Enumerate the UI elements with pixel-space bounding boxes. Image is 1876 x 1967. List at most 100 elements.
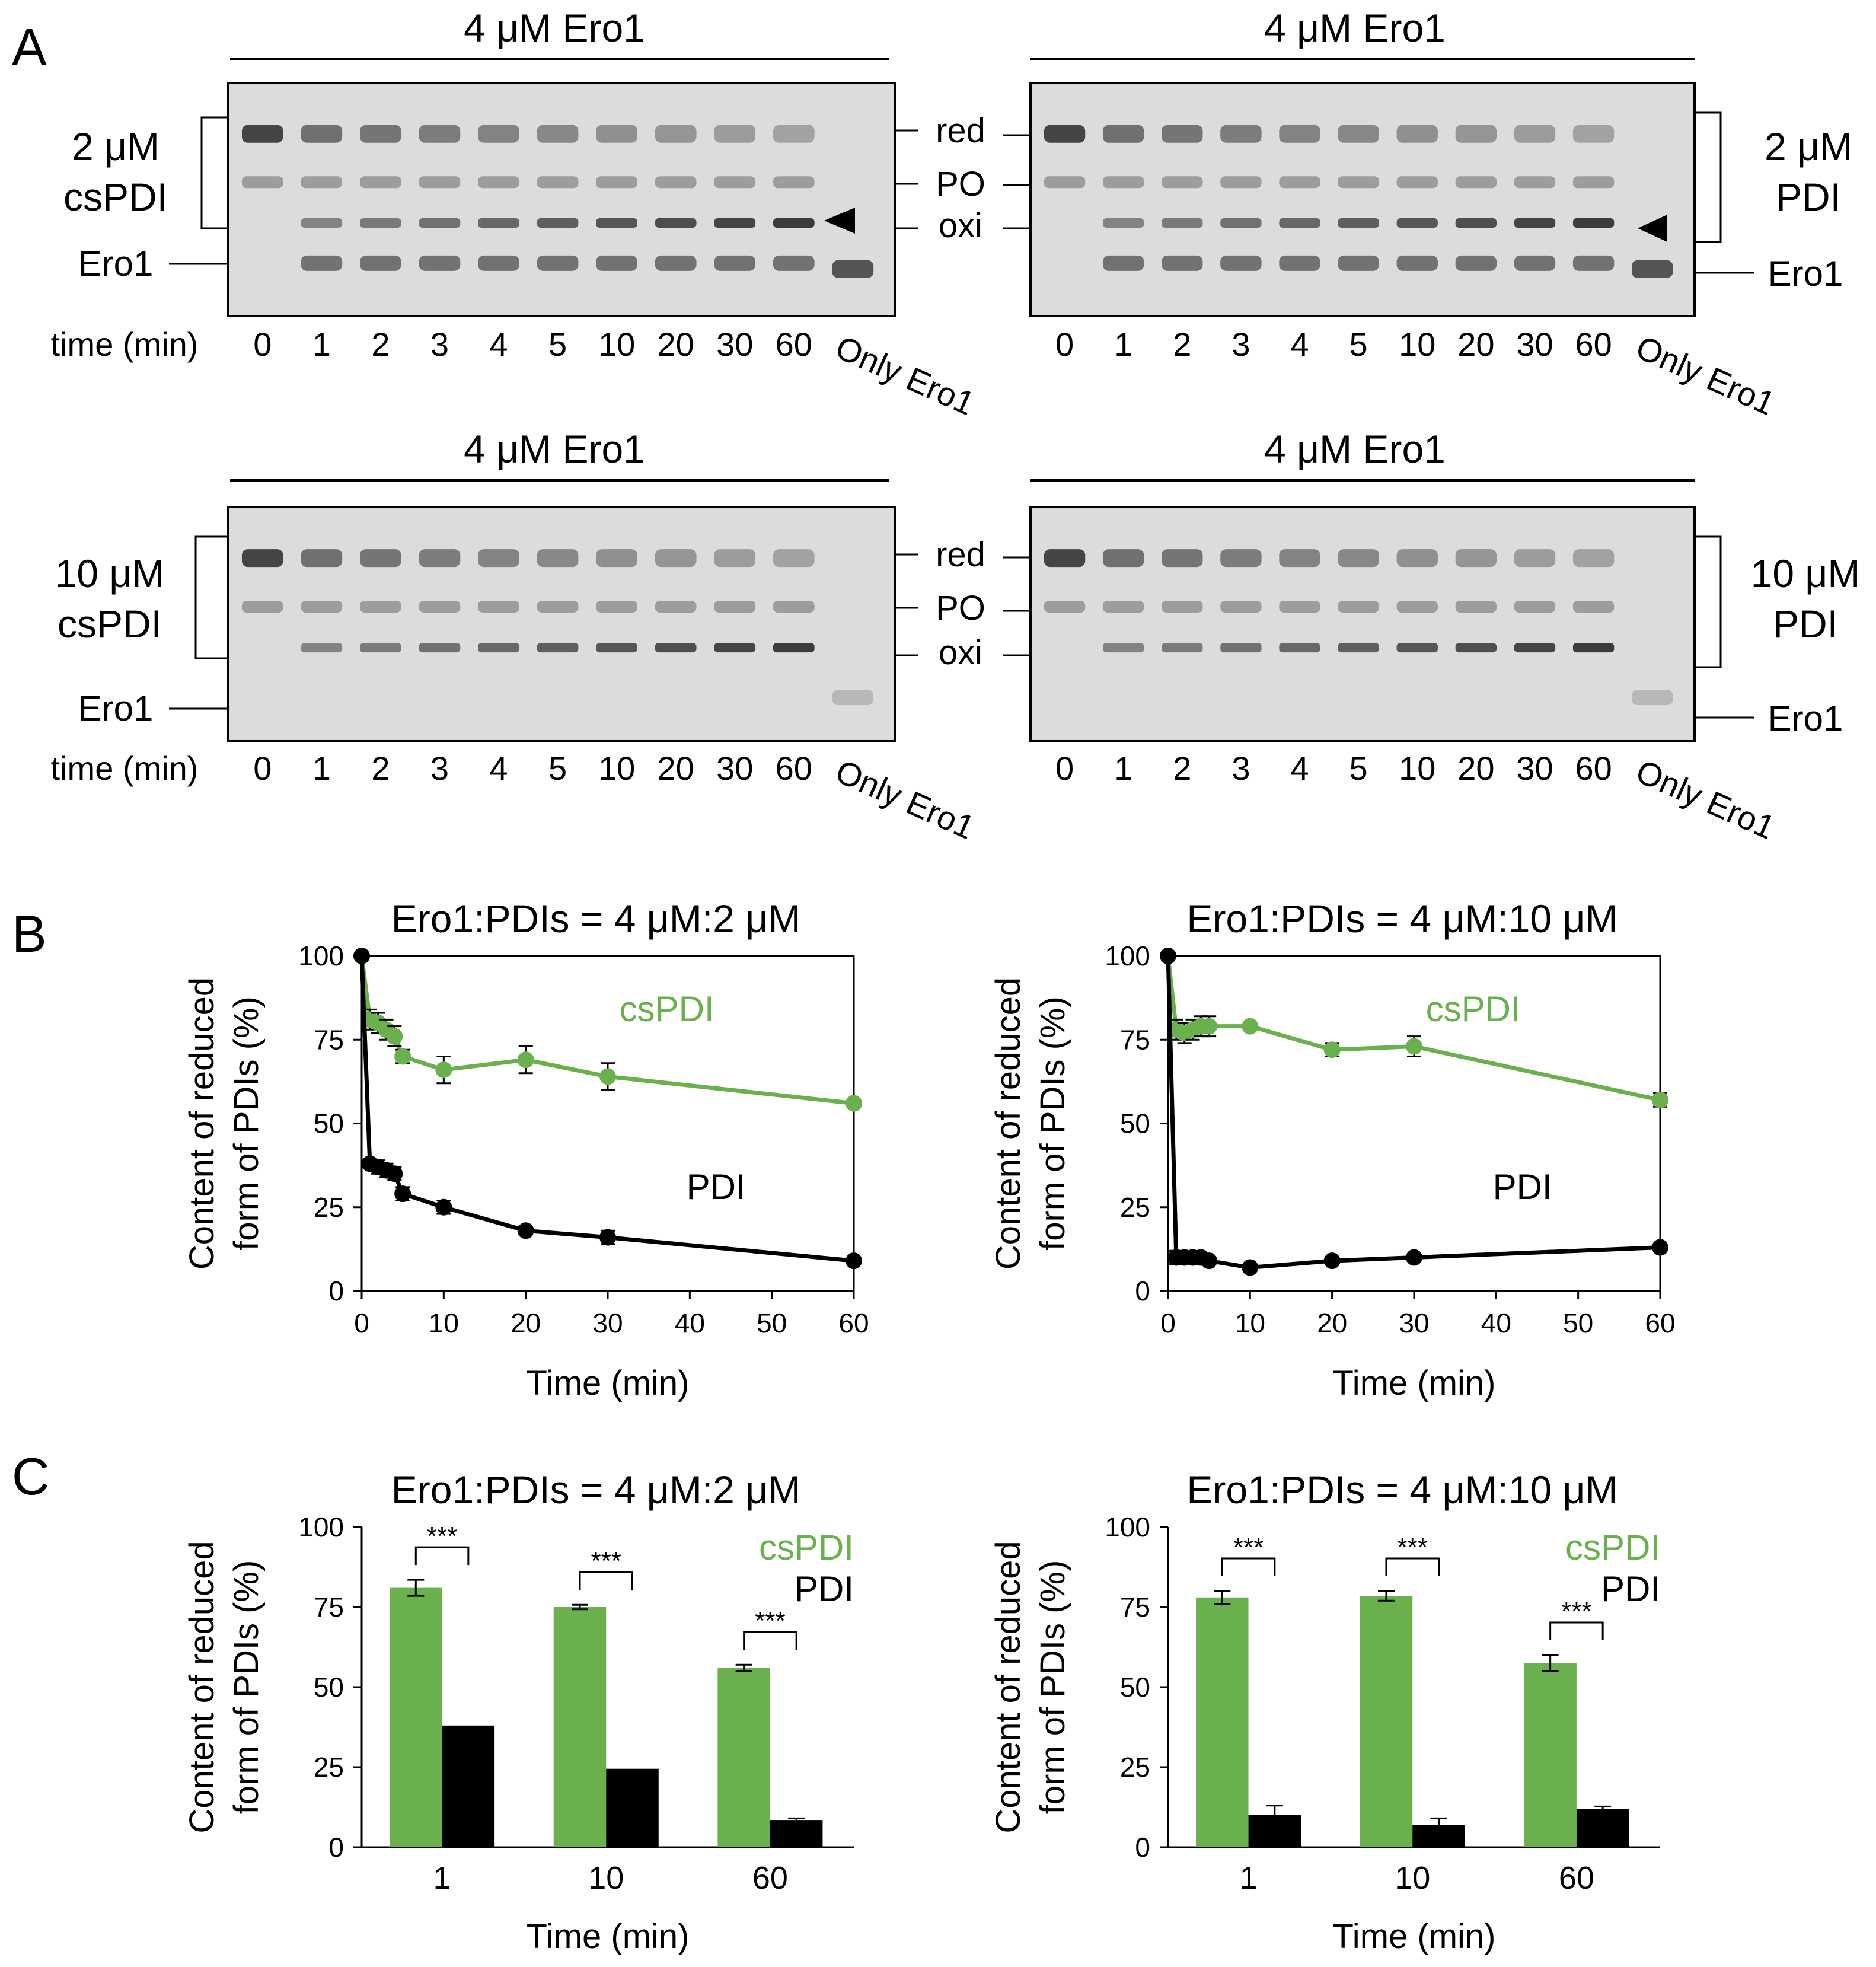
y-tick-label: 25 <box>314 1752 344 1783</box>
gel-band-po <box>655 601 697 613</box>
data-point-pdi <box>1160 948 1176 964</box>
gel-band-po <box>1279 601 1320 613</box>
data-point-cspdi <box>599 1068 616 1085</box>
gel-band-ero1 <box>478 255 519 271</box>
band-label-oxi: oxi <box>939 206 982 245</box>
gel-band-oxi <box>1162 643 1203 653</box>
gel-band-ero1 <box>301 255 343 271</box>
chart-title: Ero1:PDIs = 4 μM:10 μM <box>1186 897 1617 941</box>
gel-band-po <box>419 601 461 613</box>
gel-band-po <box>478 601 519 613</box>
significance-label: *** <box>755 1606 785 1636</box>
gel-band-red <box>773 125 815 143</box>
gel-band-oxi <box>655 643 697 653</box>
gel-band-red <box>301 125 343 143</box>
gel-band-ero1 <box>655 255 697 271</box>
gel-panel-3: 4 μM Ero1 10 μM csPDI Ero1 time (min) 0 1… <box>51 427 981 846</box>
gel-band-red <box>1162 125 1203 143</box>
y-tick-label: 25 <box>1120 1192 1150 1223</box>
gel-band-oxi <box>773 218 815 228</box>
gel-band-ero1 <box>1396 255 1438 271</box>
only-ero1-label: Only Ero1 <box>1631 328 1781 422</box>
gel-band-ero1 <box>1455 255 1497 271</box>
x-axis-label: Time (min) <box>1333 1917 1496 1956</box>
gel-band-red <box>1102 549 1144 568</box>
y-tick-label: 50 <box>314 1108 344 1139</box>
data-point-pdi <box>846 1252 862 1270</box>
series-label-pdi: PDI <box>687 1167 746 1207</box>
data-point-cspdi <box>1242 1018 1259 1035</box>
significance-bracket <box>1221 1557 1276 1576</box>
gel-band-red <box>241 125 283 143</box>
lane-time-label: 1 <box>312 326 331 363</box>
x-tick-label: 40 <box>675 1308 705 1338</box>
band-label-po: PO <box>936 165 985 203</box>
gel-band-po <box>537 601 579 613</box>
gel-band-po <box>655 176 697 189</box>
lane-time-label: 4 <box>489 750 508 787</box>
gel-band-po <box>1220 601 1262 613</box>
ero1-marker-label: Ero1 <box>1768 254 1843 294</box>
significance-label: *** <box>591 1547 621 1576</box>
gel-band-red <box>1396 125 1438 143</box>
series-line-cspdi <box>1166 955 1661 1102</box>
lane-time-label: 60 <box>1575 750 1612 787</box>
gel-band-red <box>596 549 637 568</box>
gel-band-oxi <box>1572 218 1615 228</box>
gel-band-po <box>1338 176 1379 189</box>
gel-band-red <box>419 549 461 568</box>
y-tick-label: 0 <box>328 1276 344 1306</box>
gel-band-ero1 <box>1338 255 1379 271</box>
gel-band-oxi <box>1220 643 1262 653</box>
y-tick-label: 100 <box>298 941 344 971</box>
panel-letter-a: A <box>12 18 47 76</box>
y-tick-label: 25 <box>1120 1752 1150 1783</box>
gel-band-red <box>1279 549 1320 568</box>
lane-time-label: 5 <box>548 750 567 787</box>
gel-image <box>227 506 896 742</box>
gel-band-red <box>1220 125 1262 143</box>
gel-band-ero1 <box>773 255 815 271</box>
lane-time-label: 1 <box>312 750 331 787</box>
gel-band-oxi <box>1338 643 1379 653</box>
data-point-cspdi <box>435 1061 452 1079</box>
gel-band-red <box>655 125 697 143</box>
x-tick-label: 60 <box>838 1308 869 1338</box>
data-point-cspdi <box>517 1051 534 1069</box>
gel-band-red <box>596 125 637 143</box>
significance-label: *** <box>1233 1533 1264 1562</box>
chart-title: Ero1:PDIs = 4 μM:10 μM <box>1186 1468 1617 1512</box>
gel-band-po <box>1572 176 1615 189</box>
chart-title: Ero1:PDIs = 4 μM:2 μM <box>391 1468 800 1512</box>
gel-band-oxi <box>360 643 401 653</box>
gel-band-red <box>1514 549 1556 568</box>
gel-header: 4 μM Ero1 <box>1264 6 1446 50</box>
only-ero1-label: Only Ero1 <box>830 328 980 422</box>
y-axis-label: Content of reduced <box>989 1541 1028 1833</box>
gel-band-po <box>537 176 579 189</box>
legend-cspdi: csPDI <box>1565 1528 1660 1567</box>
gel-band-oxi <box>1338 218 1379 228</box>
gel-band-po <box>1514 601 1556 613</box>
y-tick-label: 0 <box>1135 1832 1150 1863</box>
lane-time-label: 20 <box>1457 750 1494 787</box>
x-tick-label: 10 <box>1395 1860 1430 1896</box>
gel-band-oxi <box>714 643 756 653</box>
chart-b-right: Ero1:PDIs = 4 μM:10 μM Content of reduced… <box>989 897 1676 1402</box>
y-tick-label: 0 <box>328 1832 344 1863</box>
data-point-cspdi <box>846 1095 862 1112</box>
bar-cspdi <box>717 1668 770 1847</box>
gel-band-oxi <box>1396 218 1438 228</box>
y-tick-label: 75 <box>314 1592 344 1622</box>
gel-band-red <box>1338 549 1379 568</box>
bar-pdi <box>442 1725 495 1847</box>
x-tick-label: 60 <box>1559 1860 1594 1896</box>
lane-time-label: 3 <box>1231 326 1250 363</box>
lane-time-label: 0 <box>1055 326 1074 363</box>
gel-band-po <box>241 176 283 189</box>
gel-band-oxi <box>1455 218 1497 228</box>
lane-time-labels: 0 1 2 3 4 5 10 20 30 60 <box>253 750 812 787</box>
gel-band-po <box>1455 601 1497 613</box>
gel-band-oxi <box>478 643 519 653</box>
lane-time-labels: 0 1 2 3 4 5 10 20 30 60 <box>1055 326 1612 363</box>
